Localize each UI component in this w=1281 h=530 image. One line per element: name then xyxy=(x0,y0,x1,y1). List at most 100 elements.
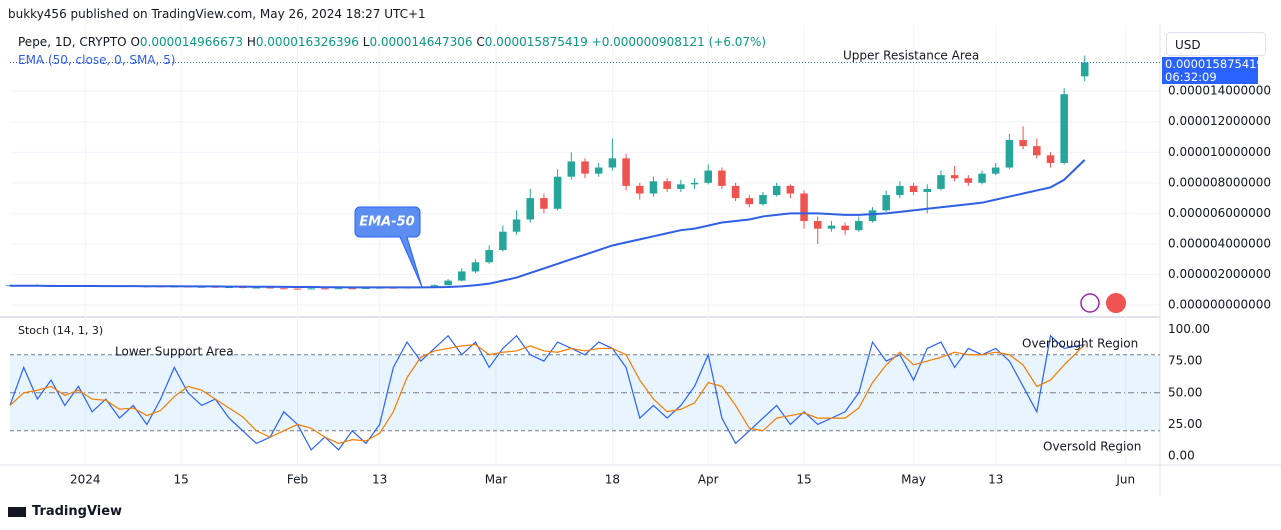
legend-row: Pepe, 1D, CRYPTO O0.000014966673 H0.0000… xyxy=(18,35,766,49)
candle-body xyxy=(813,221,822,229)
x-tick-label: Mar xyxy=(485,473,508,487)
annotation: Overbought Region xyxy=(1022,337,1138,351)
y-tick-label: 0.000002000000 xyxy=(1168,267,1271,281)
candle-body xyxy=(499,231,507,251)
candle-body xyxy=(923,188,932,192)
y-tick-label: 0.000006000000 xyxy=(1168,206,1271,220)
icon xyxy=(1106,293,1126,313)
annotation: Lower Support Area xyxy=(115,345,234,359)
candle-body xyxy=(800,193,808,222)
candle-body xyxy=(307,288,315,290)
candle-body xyxy=(882,195,890,211)
price: 0.000015875419 xyxy=(1165,57,1264,71)
pane-separator xyxy=(0,316,1160,318)
symbol: Pepe, 1D, CRYPTO xyxy=(18,35,127,49)
candle-body xyxy=(690,182,699,185)
candle-body xyxy=(649,181,658,194)
candle-body xyxy=(553,176,562,209)
candle-body xyxy=(266,287,274,289)
candle-body xyxy=(841,225,849,231)
icon xyxy=(1080,293,1100,313)
ohlc-label: C xyxy=(476,35,485,49)
candle-body xyxy=(1005,140,1014,168)
candle-body xyxy=(608,158,617,168)
candle-body xyxy=(827,225,836,229)
candle-body xyxy=(704,170,712,183)
candle-body xyxy=(677,184,685,189)
candle-body xyxy=(485,250,493,263)
y-tick-label: 75.00 xyxy=(1168,354,1202,368)
candle-body xyxy=(280,288,288,290)
candle-body xyxy=(567,161,576,177)
candle-body xyxy=(362,287,370,289)
change: +0.000000908121 (+6.07%) xyxy=(591,35,767,49)
x-tick-label: 18 xyxy=(605,473,620,487)
byline: bukky456 published on TradingView.com, M… xyxy=(8,7,426,21)
candle-body xyxy=(252,287,261,289)
x-tick-label: Jun xyxy=(1115,473,1135,487)
y-tick-label: 25.00 xyxy=(1168,417,1202,431)
stoch-line xyxy=(9,343,1086,445)
x-tick-label: 15 xyxy=(796,473,811,487)
candle-body xyxy=(1060,94,1068,163)
y-tick-label: 50.00 xyxy=(1168,385,1202,399)
candle-body xyxy=(786,185,795,194)
annotation: Upper Resistance Area xyxy=(843,49,979,63)
candle-body xyxy=(444,280,452,286)
candle-body xyxy=(458,271,466,281)
x-tick-label: 13 xyxy=(988,473,1003,487)
x-tick-label: Feb xyxy=(287,473,308,487)
y-tick-label: 100.00 xyxy=(1168,322,1210,336)
x-tick-label: 15 xyxy=(173,473,188,487)
candle-body xyxy=(1033,146,1041,156)
annotation: EMA-50 xyxy=(359,215,414,230)
logo xyxy=(8,506,26,517)
candle-body xyxy=(635,185,644,194)
candle-body xyxy=(868,210,877,222)
ema-label: EMA (50, close, 0, SMA, 5) xyxy=(18,53,176,67)
candle-body xyxy=(991,167,1000,174)
candle-body xyxy=(512,219,521,232)
candle-body xyxy=(855,221,863,231)
price-label: 0.000015875419 06:32:09 xyxy=(1162,57,1264,84)
candle-body xyxy=(594,167,603,174)
x-tick-label: May xyxy=(901,473,926,487)
candle-body xyxy=(759,195,767,205)
candle-body xyxy=(950,175,959,179)
y-tick-label: 0.00 xyxy=(1168,449,1195,463)
y-tick-label: 0.000008000000 xyxy=(1168,175,1271,189)
y-tick-label: 0.000000000000 xyxy=(1168,298,1271,312)
candle-body xyxy=(896,185,904,196)
y-tick-label: 0.000014000000 xyxy=(1168,84,1271,98)
candle-body xyxy=(937,175,945,189)
candle-body xyxy=(745,198,754,205)
candle-body xyxy=(909,185,918,192)
callout xyxy=(354,206,423,288)
ohlc-label: O xyxy=(130,35,140,49)
candle-body xyxy=(1019,140,1027,147)
x-tick-label: Apr xyxy=(698,473,719,487)
y-tick-label: 0.000010000000 xyxy=(1168,145,1271,159)
candle-body xyxy=(663,181,671,189)
candle-body xyxy=(526,198,535,220)
y-tick-label: 0.000012000000 xyxy=(1168,114,1271,128)
candle-body xyxy=(334,288,343,290)
ohlc-value: 0.000014647306 xyxy=(369,35,473,49)
ohlc-label: H xyxy=(246,35,256,49)
ohlc-value: 0.000014966673 xyxy=(139,35,243,49)
candle-body xyxy=(622,158,630,186)
candle-body xyxy=(293,288,302,290)
footer: TradingView xyxy=(8,504,122,519)
ohlc-label: L xyxy=(362,35,370,49)
candle-body xyxy=(540,198,548,209)
ohlc-value: 0.000015875419 xyxy=(484,35,588,49)
candle-body xyxy=(772,185,781,196)
candle-body xyxy=(348,288,357,290)
brand: TradingView xyxy=(32,504,123,519)
currency[interactable]: USD xyxy=(1166,32,1266,56)
y-tick-label: 0.000004000000 xyxy=(1168,236,1271,250)
ohlc: O0.000014966673 H0.000016326396 L0.00001… xyxy=(130,35,591,49)
ohlc-value: 0.000016326396 xyxy=(255,35,359,49)
